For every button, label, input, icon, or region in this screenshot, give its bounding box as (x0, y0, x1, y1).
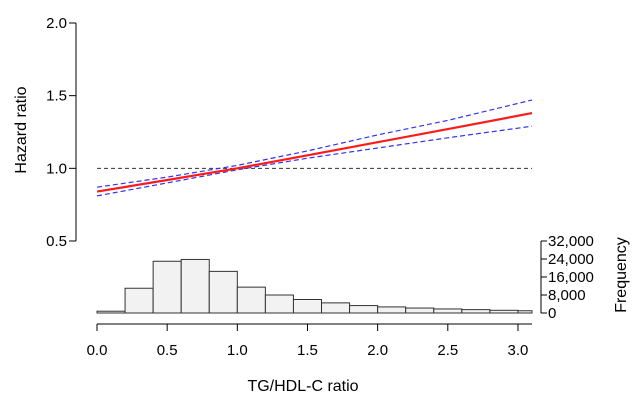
series-lines (96, 99, 533, 197)
histogram-bar (124, 287, 154, 314)
x-axis-label: TG/HDL-C ratio (247, 378, 358, 395)
histogram-bar (292, 299, 323, 314)
histogram-bar (152, 260, 182, 314)
x-tick-label: 3.0 (508, 342, 529, 359)
histogram-bar (236, 286, 266, 314)
y-tick-label: 1.5 (46, 88, 67, 105)
y-tick-label: 2.0 (46, 15, 67, 32)
x-tick-label: 1.5 (297, 342, 318, 359)
hazard-ratio-estimate-line (96, 112, 533, 193)
histogram-bar (180, 258, 210, 314)
x-tick-label: 2.0 (367, 342, 388, 359)
histogram-bar (461, 309, 491, 314)
frequency-axis-label: Frequency (613, 237, 630, 313)
x-tick-label: 2.5 (437, 342, 458, 359)
frequency-tick-label: 0 (548, 305, 556, 322)
frequency-tick-label: 24,000 (548, 251, 594, 268)
histogram-bar (433, 308, 463, 314)
upper-confidence-line (96, 99, 533, 188)
x-tick-label: 1.0 (227, 342, 248, 359)
y-tick-label: 1.0 (46, 160, 67, 177)
x-tick-label: 0.0 (87, 342, 108, 359)
y-axis-label: Hazard ratio (13, 86, 30, 173)
histogram-bar (489, 309, 519, 314)
histogram-bar (405, 307, 435, 314)
y-tick-label: 0.5 (46, 233, 67, 250)
histogram-bar (349, 305, 379, 314)
x-tick-label: 0.5 (157, 342, 178, 359)
lower-confidence-line (96, 125, 533, 197)
histogram-bar (208, 270, 238, 314)
histogram-bar (321, 302, 351, 314)
histogram-bar (264, 294, 294, 314)
histogram-bar (517, 310, 533, 314)
histogram (96, 258, 533, 314)
frequency-tick-label: 32,000 (548, 233, 594, 250)
histogram-bar (377, 306, 407, 314)
frequency-tick-label: 8,000 (548, 287, 586, 304)
histogram-bar (96, 310, 126, 314)
axes: 0.5 1.0 1.5 2.0 0.0 0.5 1.0 1.5 2.0 2.5 3.0 08,0001… (46, 15, 594, 359)
frequency-tick-label: 16,000 (548, 269, 594, 286)
